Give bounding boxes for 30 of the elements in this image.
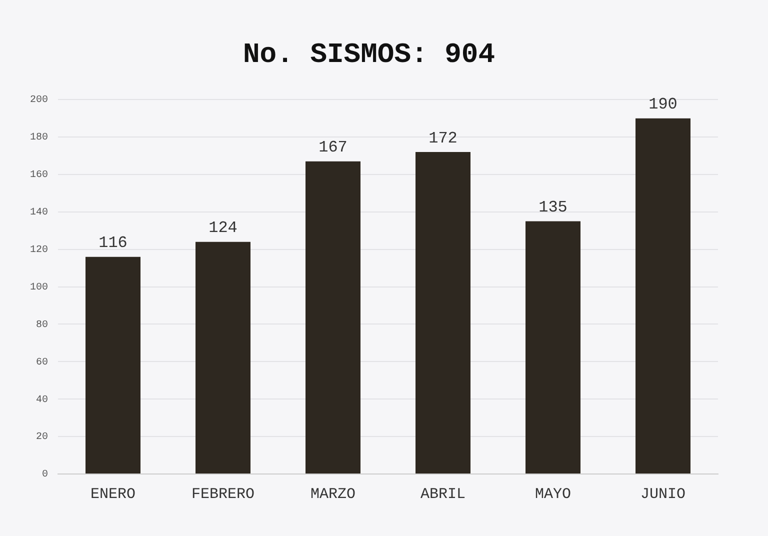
bar [86, 256, 141, 474]
chart-title: No. SISMOS: 904 [242, 40, 496, 71]
x-tick-label: JUNIO [640, 486, 686, 503]
y-tick-label: 140 [30, 208, 48, 219]
data-label: 172 [428, 129, 458, 148]
x-tick-label: MARZO [310, 486, 356, 503]
y-tick-label: 100 [30, 282, 48, 294]
y-tick-label: 80 [36, 320, 48, 331]
x-tick-label: ENERO [90, 486, 136, 503]
x-tick-label: ABRIL [420, 486, 466, 503]
data-label: 190 [648, 96, 678, 114]
y-tick-label: 40 [36, 394, 48, 406]
x-tick-label: FEBRERO [191, 486, 255, 503]
bar [636, 118, 690, 474]
data-label: 167 [318, 138, 348, 157]
y-tick-label: 0 [42, 470, 48, 481]
x-tick-label: MAYO [534, 486, 572, 503]
y-tick-label: 60 [36, 357, 48, 368]
y-tick-label: 20 [36, 432, 48, 444]
y-tick-label: 120 [30, 245, 48, 256]
bar [196, 242, 250, 474]
y-tick-label: 200 [30, 95, 48, 106]
y-tick-label: 160 [30, 170, 48, 182]
bar [306, 161, 360, 474]
data-label: 135 [538, 198, 568, 217]
data-label: 116 [98, 234, 128, 252]
bar [526, 221, 580, 474]
y-tick-label: 180 [30, 132, 48, 144]
bar [416, 152, 470, 474]
data-label: 124 [208, 219, 238, 238]
